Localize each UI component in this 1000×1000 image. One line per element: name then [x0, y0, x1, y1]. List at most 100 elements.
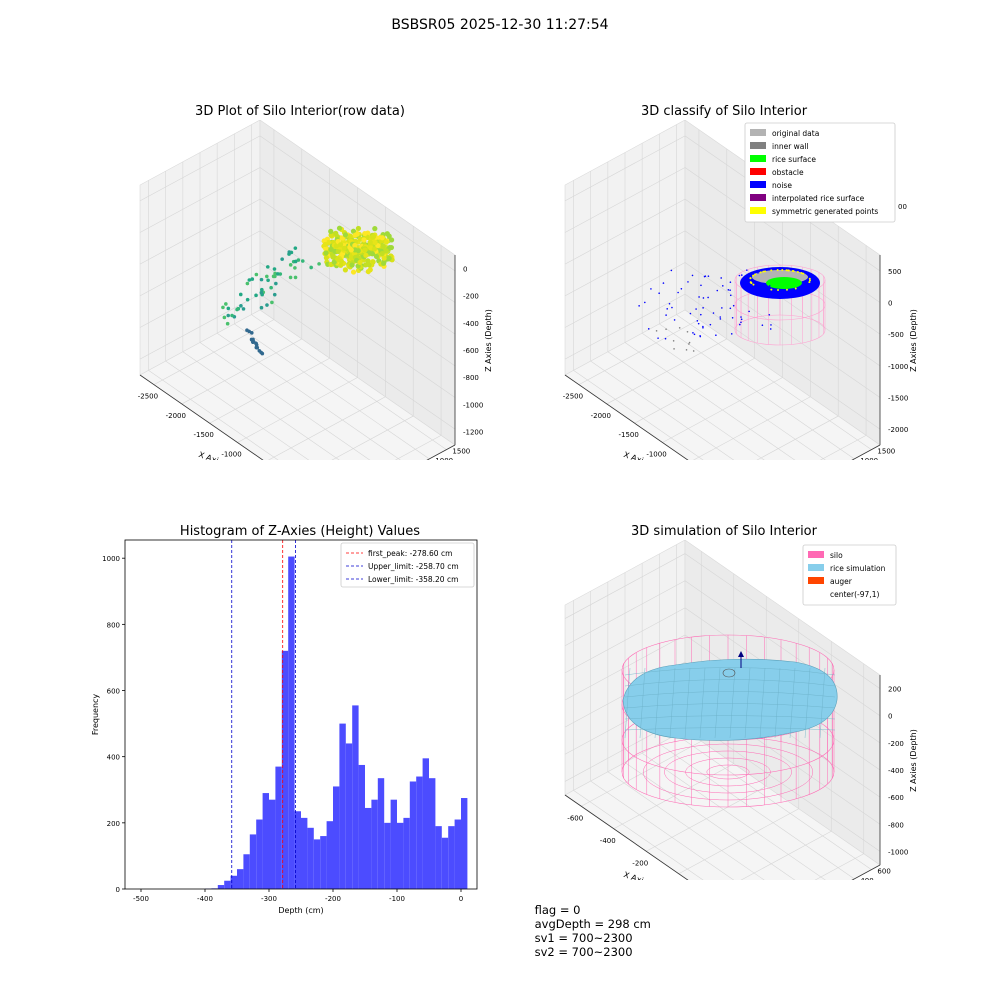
symmetric-point — [808, 277, 811, 280]
data-point — [245, 328, 249, 332]
grid-line — [564, 634, 686, 701]
histogram-bar — [403, 817, 410, 889]
noise-point — [693, 333, 696, 336]
noise-point — [709, 323, 712, 326]
noise-point — [746, 269, 748, 271]
data-point — [309, 265, 313, 270]
noise-point — [719, 318, 722, 320]
z-tick-label: -800 — [463, 374, 479, 382]
data-point — [260, 287, 264, 292]
data-point — [335, 248, 341, 255]
data-point — [293, 266, 297, 270]
data-point — [337, 242, 344, 248]
data-point — [373, 253, 380, 260]
legend-swatch — [808, 551, 824, 558]
data-point — [238, 292, 243, 297]
noise-point — [740, 318, 743, 321]
y-tick-label: 1500 — [877, 448, 895, 456]
symmetric-point — [800, 272, 803, 275]
rice-mesh-line — [624, 679, 836, 687]
grid-line — [641, 752, 826, 880]
data-point — [355, 225, 362, 232]
grid-line — [624, 342, 796, 460]
inner-wall-point — [685, 349, 688, 351]
symmetric-point — [781, 269, 784, 272]
y-tick-label: 1000 — [102, 555, 120, 563]
z-tick-label: 0 — [888, 300, 892, 308]
z-tick-label: 500 — [888, 268, 901, 276]
classified-3d-scatter-panel: -2500-2000-1500-1000-5000500-1500-1000-5… — [563, 120, 918, 460]
data-point — [226, 313, 231, 318]
data-point — [270, 300, 274, 305]
legend-label: first_peak: -278.60 cm — [368, 549, 452, 558]
noise-point — [670, 269, 673, 272]
data-point — [322, 241, 328, 248]
legend-swatch — [808, 577, 824, 584]
data-point — [352, 232, 358, 238]
grid-line — [641, 332, 826, 460]
data-point — [245, 281, 250, 286]
symmetric-point — [808, 281, 811, 284]
data-point — [323, 246, 329, 252]
histogram-bar — [416, 776, 423, 889]
z-tick-label: -600 — [463, 347, 479, 355]
symmetric-point — [754, 273, 757, 276]
data-point — [383, 248, 389, 254]
inner-wall-point — [655, 330, 658, 332]
noise-point — [740, 316, 742, 318]
grid-line — [814, 853, 864, 880]
histogram-bar — [397, 822, 404, 889]
z-tick-label: -2000 — [888, 426, 908, 434]
y-tick-label: 600 — [877, 868, 890, 876]
grid-line — [624, 762, 796, 880]
y-tick-label: 600 — [107, 688, 120, 696]
histogram-bar — [237, 869, 244, 889]
data-point — [296, 258, 301, 262]
z-tick-label: -800 — [888, 821, 904, 829]
data-point — [350, 269, 357, 275]
data-point — [265, 265, 270, 269]
legend-swatch — [750, 129, 766, 136]
noise-point — [666, 308, 669, 310]
histogram-bar — [256, 819, 263, 889]
legend-swatch — [750, 168, 766, 175]
data-point — [269, 285, 273, 290]
data-point — [221, 305, 225, 310]
noise-point — [754, 287, 756, 290]
data-point — [323, 255, 330, 261]
grid-line — [165, 360, 310, 460]
rice-mesh-line — [759, 667, 766, 739]
grid-line — [573, 370, 704, 460]
raw-3d-scatter-panel: -2500-2000-1500-1000-5000500-1500-1000-5… — [138, 120, 493, 460]
x-axis-label: X Axies — [622, 450, 653, 460]
rice-mesh-line — [804, 667, 811, 739]
data-point — [226, 306, 231, 311]
grid-line — [684, 198, 881, 335]
data-point — [379, 235, 385, 241]
noise-point — [740, 274, 743, 276]
noise-point — [712, 312, 715, 314]
data-point — [387, 244, 393, 251]
noise-point — [671, 306, 673, 309]
y-axis-line — [851, 864, 881, 880]
histogram-bar — [358, 764, 365, 889]
symmetric-point — [759, 271, 762, 274]
noise-point — [704, 275, 707, 277]
grid-line — [216, 332, 401, 460]
z-tick-label: -400 — [463, 320, 479, 328]
x-axis-label: X Axies — [622, 870, 653, 880]
x-axis-line — [564, 374, 689, 460]
data-point — [388, 237, 395, 243]
noise-point — [730, 333, 733, 335]
histogram-bar — [345, 743, 353, 889]
data-point — [254, 293, 258, 298]
data-point — [338, 262, 344, 268]
noise-point — [702, 297, 705, 299]
data-point — [341, 245, 347, 251]
rice-surface-patch — [766, 277, 802, 289]
rice-mesh-line — [639, 667, 646, 739]
x-axis-label: Depth (cm) — [278, 906, 323, 915]
data-point — [275, 272, 280, 276]
data-point — [371, 233, 377, 239]
noise-point — [644, 301, 646, 304]
